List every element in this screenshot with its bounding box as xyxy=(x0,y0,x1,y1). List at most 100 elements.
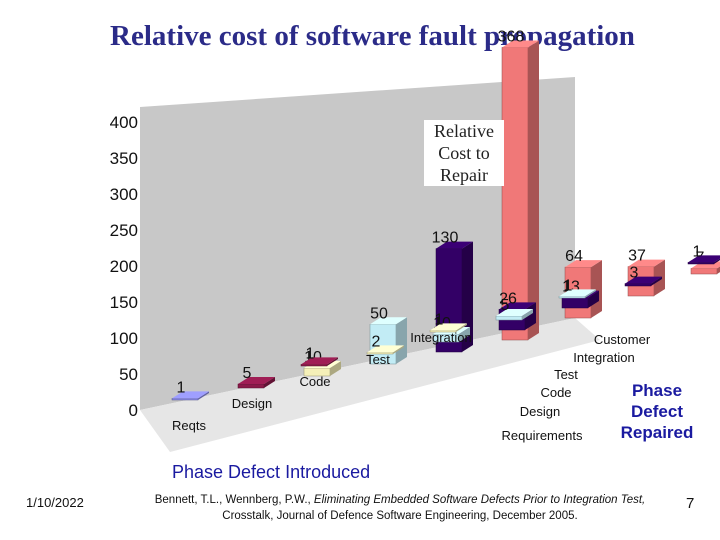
bar-data-label: 3 xyxy=(630,265,639,282)
bar-top xyxy=(301,357,338,365)
bar-side xyxy=(714,258,720,264)
bar-top xyxy=(367,345,404,353)
y-tick-label: 200 xyxy=(110,257,138,276)
bar-side xyxy=(591,260,602,318)
bar-data-label: 1 xyxy=(306,345,315,362)
bar xyxy=(237,377,275,389)
bar-front xyxy=(171,398,199,401)
y-tick-label: 100 xyxy=(110,329,138,348)
y-tick-label: 300 xyxy=(110,185,138,204)
bar-side xyxy=(393,345,404,354)
bar-side xyxy=(522,309,533,320)
bar-data-label: 368 xyxy=(498,28,525,45)
bar-data-label: 1 xyxy=(564,277,573,294)
x-tick-label: Test xyxy=(366,352,390,367)
chart-annotation: Relative Cost to Repair xyxy=(424,120,504,186)
depth-tick-label: Code xyxy=(540,385,571,400)
slide-date: 1/10/2022 xyxy=(26,495,84,510)
bar xyxy=(366,345,404,355)
bar-side xyxy=(588,290,599,308)
page-number: 7 xyxy=(686,495,695,512)
bar-front xyxy=(495,315,523,321)
y-tick-label: 150 xyxy=(110,293,138,312)
depth-axis-title: Phase Defect Repaired xyxy=(620,381,694,442)
chart-title: Relative cost of software fault propagat… xyxy=(110,20,635,52)
bar xyxy=(171,391,209,401)
bar-front xyxy=(561,297,589,309)
bar-data-label: 1 xyxy=(177,379,186,396)
depth-tick-label: Requirements xyxy=(502,428,583,443)
x-tick-label: Reqts xyxy=(172,418,206,433)
bar xyxy=(300,357,338,367)
citation-source: Crosstalk, Journal of Defence Software E… xyxy=(222,510,578,522)
bar-data-label: 130 xyxy=(432,230,459,247)
bar xyxy=(501,40,539,341)
bar xyxy=(429,323,467,333)
bar-top xyxy=(238,377,275,385)
bar-top xyxy=(502,40,539,48)
bar-top xyxy=(628,259,665,267)
bar-side xyxy=(651,276,662,286)
depth-tick-label: Customer xyxy=(594,332,651,347)
depth-tick-label: Test xyxy=(554,367,578,382)
bar xyxy=(495,309,533,321)
bar-top xyxy=(688,255,720,263)
bar-front xyxy=(501,47,529,341)
axis-labels: Reqts Design Code Test Integration Requiremen… xyxy=(172,330,651,443)
bar-front xyxy=(690,268,718,275)
y-axis: 0 50 100 150 200 250 300 350 400 xyxy=(110,113,138,420)
bar-side xyxy=(585,289,596,298)
bar-front xyxy=(237,383,265,389)
citation-title: Eliminating Embedded Software Defects Pr… xyxy=(313,494,646,506)
bar-side xyxy=(264,377,275,388)
bar-top xyxy=(559,289,596,297)
bar-front xyxy=(300,364,328,367)
bar-data-label: 5 xyxy=(243,365,252,382)
bar-data-label: 5 xyxy=(501,297,510,314)
bar-top xyxy=(499,302,536,310)
bar-side xyxy=(330,361,341,376)
bar xyxy=(624,276,662,287)
bar-top xyxy=(370,317,407,325)
bar-data-label: 1 xyxy=(693,243,702,260)
bar-data-label: 64 xyxy=(565,248,583,265)
bar-front xyxy=(687,262,715,265)
y-tick-label: 50 xyxy=(119,365,138,384)
x-tick-label: Code xyxy=(299,374,330,389)
bar-data-label: 37 xyxy=(628,248,646,265)
y-tick-label: 400 xyxy=(110,113,138,132)
bar-data-label: 1 xyxy=(435,311,444,328)
bar-side xyxy=(717,266,720,274)
bar-side xyxy=(459,327,470,342)
bar-side xyxy=(327,357,338,366)
bar-top xyxy=(625,276,662,284)
citation-authors: Bennett, T.L., Wennberg, P.W., xyxy=(154,494,314,506)
x-axis-title: Phase Defect Introduced xyxy=(172,462,371,482)
x-tick-label: Integration xyxy=(410,330,471,345)
bar-side xyxy=(456,323,467,332)
y-tick-label: 350 xyxy=(110,149,138,168)
bar-front xyxy=(558,296,586,299)
bar-front xyxy=(624,283,652,287)
bar-side xyxy=(528,40,539,340)
bar-data-label: 2 xyxy=(372,333,381,350)
bar-data-label: 50 xyxy=(370,305,388,322)
bar-data-label: 26 xyxy=(499,290,517,307)
bar-top xyxy=(565,260,602,268)
y-tick-label: 0 xyxy=(129,401,138,420)
citation: Bennett, T.L., Wennberg, P.W., Eliminati… xyxy=(120,492,680,524)
bar-side xyxy=(198,391,209,400)
bar-top xyxy=(496,309,533,317)
bar-top xyxy=(430,323,467,331)
bar-front xyxy=(369,324,397,365)
bar xyxy=(558,289,596,299)
depth-tick-label: Design xyxy=(520,404,560,419)
chart-floor xyxy=(140,318,600,452)
bar xyxy=(369,317,407,365)
x-tick-label: Design xyxy=(232,396,272,411)
depth-tick-label: Integration xyxy=(573,350,634,365)
bar-top xyxy=(436,241,473,249)
bar xyxy=(687,255,720,265)
y-tick-label: 250 xyxy=(110,221,138,240)
